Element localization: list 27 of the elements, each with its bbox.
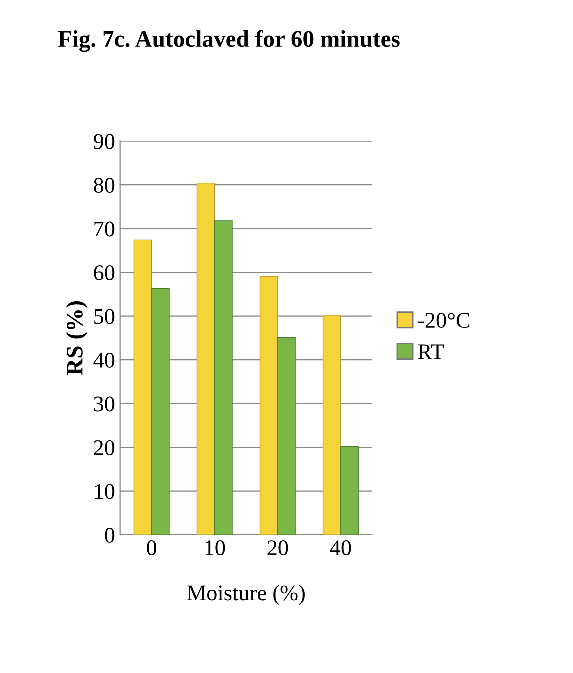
- y-tick-label: 20: [94, 440, 115, 456]
- x-tick-label: 10: [206, 540, 226, 556]
- x-axis-title: Moisture (%): [187, 585, 305, 606]
- y-tick-label: 0: [105, 528, 115, 543]
- bar: [134, 240, 152, 536]
- bar: [151, 288, 170, 536]
- bar: [214, 220, 233, 536]
- y-axis-title: RS (%): [66, 302, 88, 376]
- bar: [260, 276, 278, 536]
- y-tick-label: 30: [94, 396, 115, 412]
- y-tick-label: 70: [94, 222, 115, 237]
- bar: [196, 182, 216, 536]
- y-tick-label: 60: [94, 265, 115, 280]
- bar: [322, 315, 342, 536]
- y-tick-label: 40: [94, 352, 115, 368]
- y-tick-label: 80: [94, 178, 115, 194]
- legend-label: RT: [418, 344, 444, 360]
- bar: [278, 337, 296, 536]
- y-tick-label: 90: [94, 134, 115, 150]
- y-tick-label: 50: [94, 309, 115, 324]
- bar: [340, 446, 359, 536]
- chart-title: Fig. 7c. Autoclaved for 60 minutes: [58, 30, 400, 52]
- x-tick-label: 0: [147, 540, 157, 556]
- y-tick-label: 10: [95, 484, 115, 500]
- x-tick-label: 40: [330, 540, 352, 556]
- legend-label: -20°C: [418, 313, 470, 328]
- x-tick-label: 20: [268, 540, 288, 556]
